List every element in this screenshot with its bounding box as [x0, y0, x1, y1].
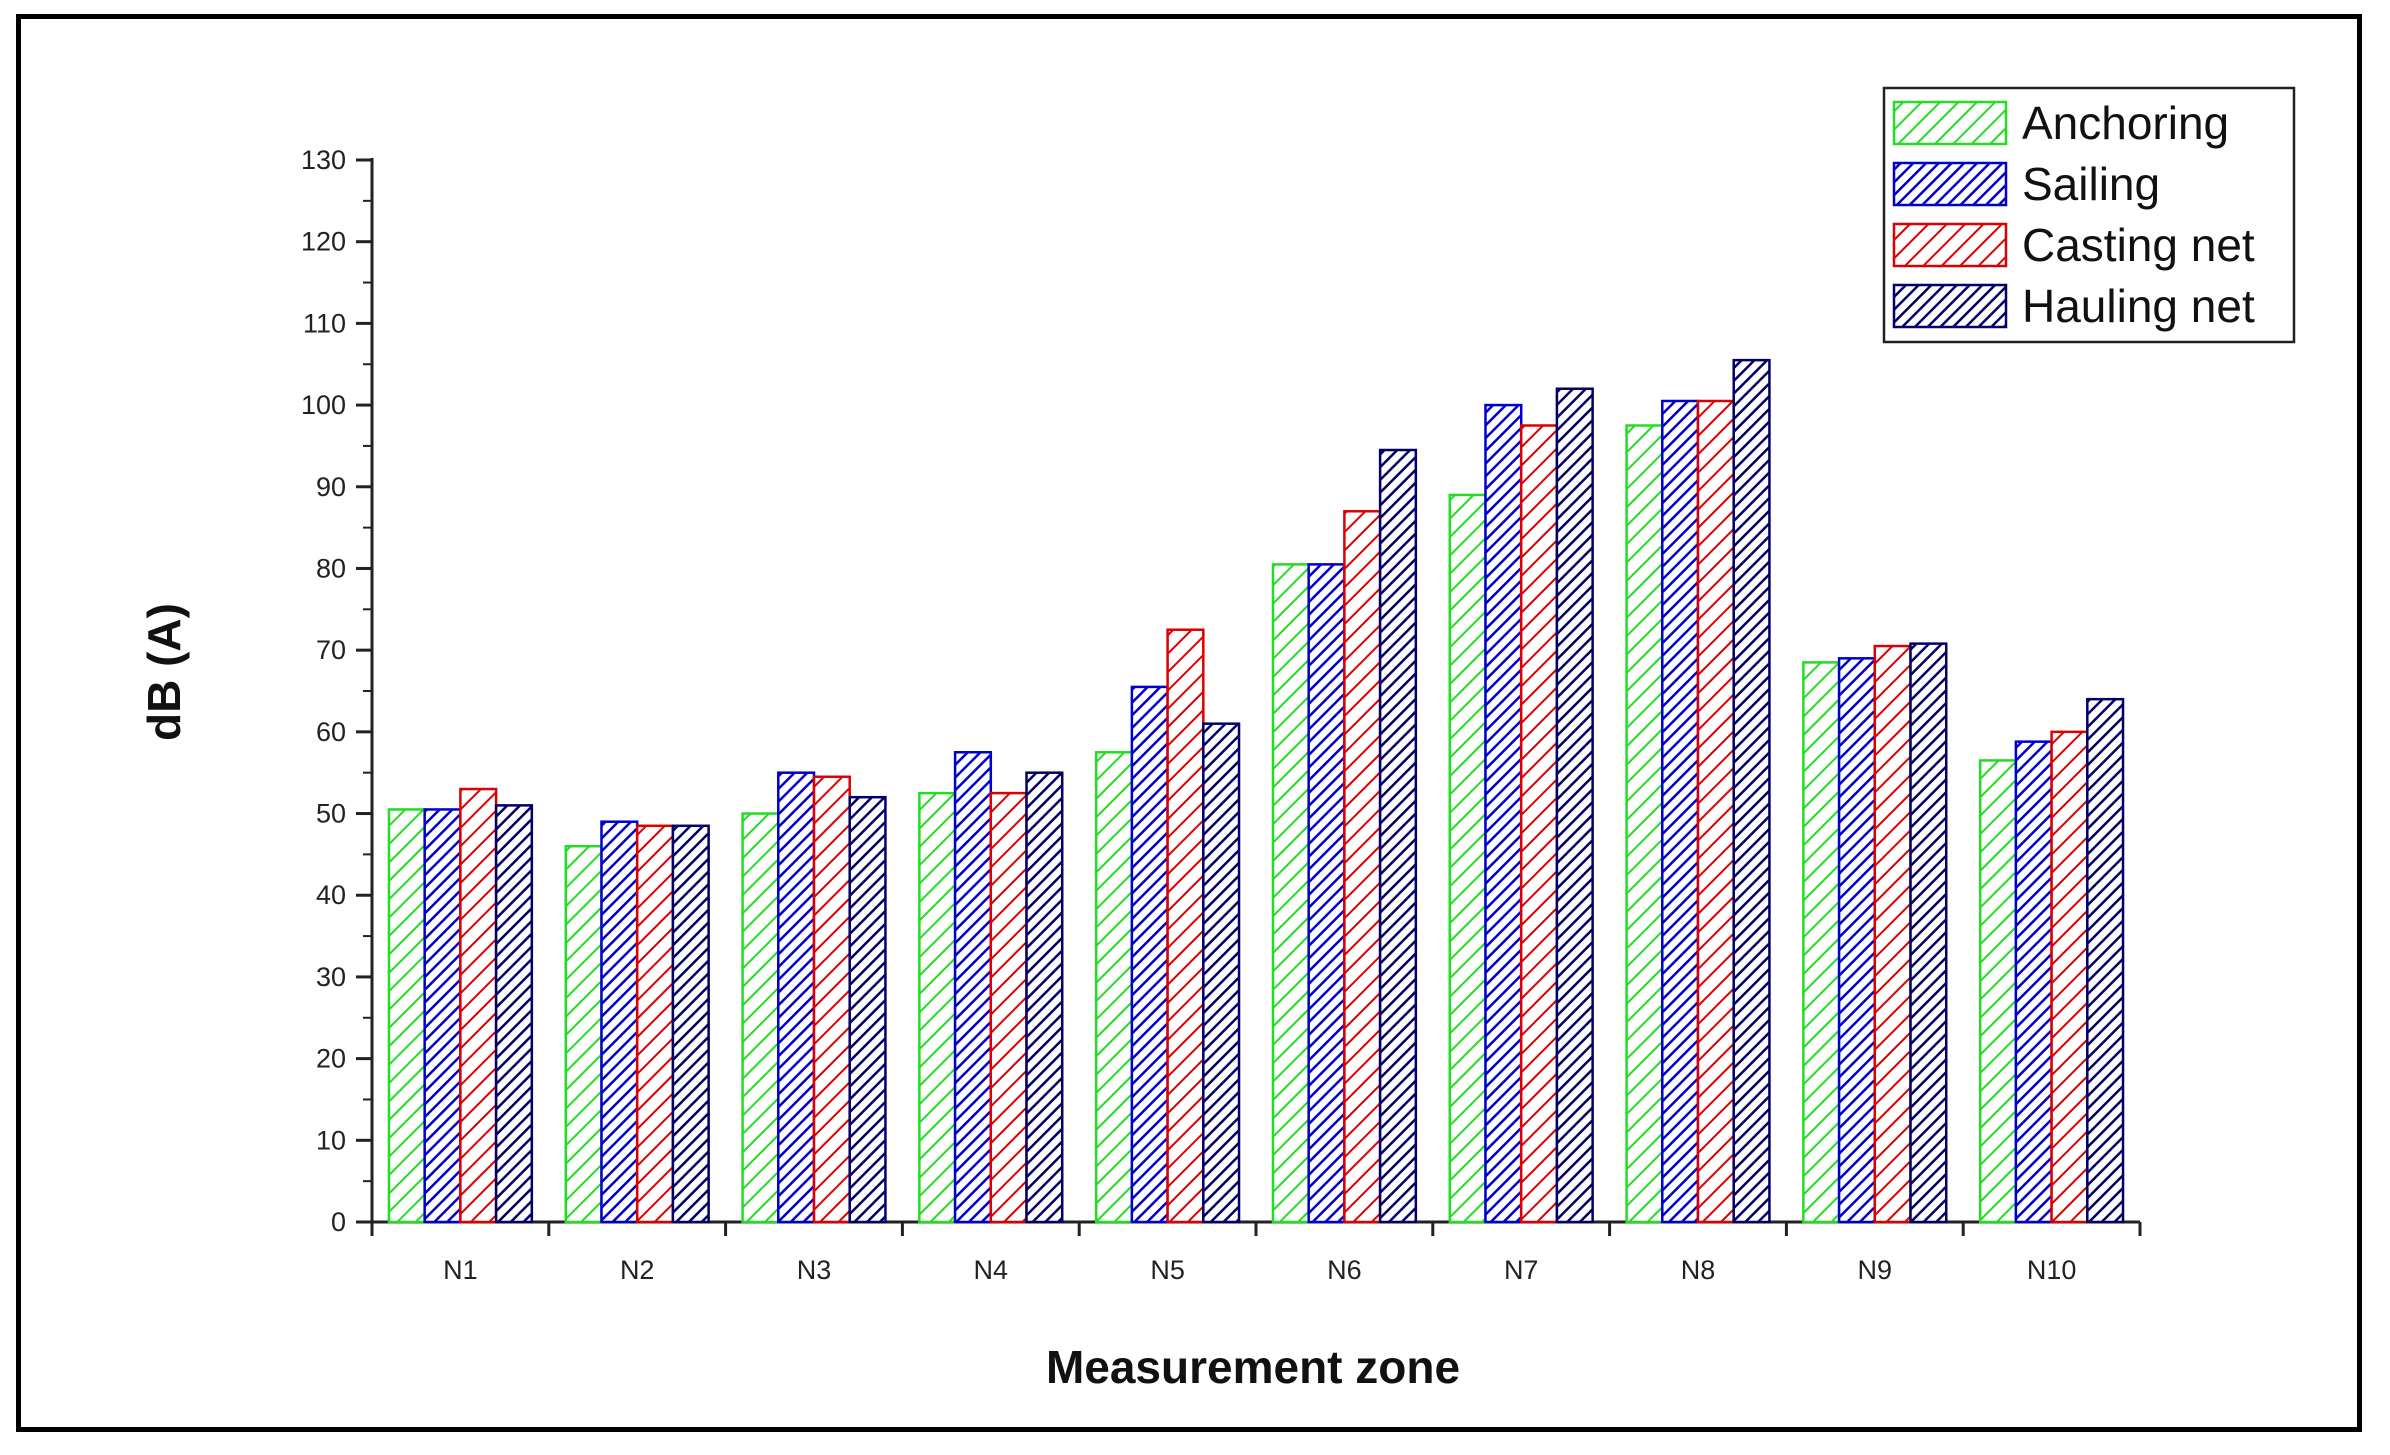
bar [1202, 722, 1241, 1224]
bar [1025, 771, 1064, 1224]
legend-swatch [1892, 100, 2008, 146]
x-tick-label: N10 [2027, 1255, 2077, 1285]
bar [1909, 642, 1948, 1224]
x-tick-label: N1 [443, 1255, 478, 1285]
bar [953, 751, 993, 1224]
legend-swatch [1892, 161, 2008, 207]
bar [2050, 730, 2089, 1224]
bar [1166, 628, 1205, 1224]
bar [1696, 399, 1735, 1224]
bar [387, 808, 426, 1224]
bar [1802, 661, 1841, 1224]
y-tick-label: 130 [301, 145, 346, 175]
legend-label: Anchoring [2022, 97, 2229, 149]
bar [564, 844, 603, 1224]
y-tick-label: 0 [331, 1207, 346, 1237]
x-tick-label: N9 [1858, 1255, 1893, 1285]
legend-label: Hauling net [2022, 280, 2255, 332]
bar [1094, 751, 1134, 1224]
y-tick-label: 30 [316, 962, 346, 992]
bar [1732, 358, 1771, 1224]
bar [600, 820, 639, 1224]
legend-swatch [1892, 222, 2008, 268]
bar [1130, 685, 1169, 1224]
bar [1484, 403, 1523, 1224]
bar [989, 791, 1028, 1224]
bar [777, 771, 816, 1224]
y-axis-title: dB (A) [138, 603, 190, 741]
bar [2086, 697, 2125, 1224]
bar [1978, 759, 2018, 1224]
legend-label: Casting net [2022, 219, 2255, 271]
bar [812, 775, 851, 1224]
x-axis: N1 N2 N3 N4 N5 N6 N7 N8 N9 N10 [370, 1220, 2142, 1285]
bar [635, 824, 675, 1224]
y-axis: 0 10 20 30 40 50 60 70 80 90 100 110 120 130 [301, 145, 374, 1237]
y-tick-label: 40 [316, 880, 346, 910]
y-tick-label: 80 [316, 553, 346, 583]
bar [1271, 563, 1310, 1224]
bar [1519, 424, 1559, 1224]
bar [1307, 563, 1346, 1224]
x-tick-label: N3 [797, 1255, 832, 1285]
bar [671, 824, 710, 1224]
y-tick-label: 100 [301, 390, 346, 420]
bar [848, 795, 887, 1224]
bar [1873, 644, 1912, 1224]
bar [918, 791, 957, 1224]
legend: Anchoring Sailing Casting net Hauling net [1882, 86, 2296, 344]
bar [459, 787, 498, 1224]
x-tick-label: N8 [1681, 1255, 1716, 1285]
bars [387, 358, 2125, 1224]
bar [1378, 448, 1418, 1224]
y-tick-label: 20 [316, 1044, 346, 1074]
bar [423, 808, 462, 1224]
x-tick-label: N5 [1150, 1255, 1185, 1285]
y-tick-label: 10 [316, 1125, 346, 1155]
y-tick-label: 70 [316, 635, 346, 665]
bar [1448, 493, 1487, 1224]
x-tick-label: N6 [1327, 1255, 1362, 1285]
bar [1343, 510, 1382, 1224]
legend-label: Sailing [2022, 158, 2160, 210]
bar [2014, 740, 2053, 1224]
y-tick-label: 50 [316, 799, 346, 829]
x-tick-label: N4 [974, 1255, 1009, 1285]
y-tick-label: 120 [301, 227, 346, 257]
bar [1837, 657, 1877, 1224]
bar [1661, 399, 1700, 1224]
bar [1625, 424, 1664, 1224]
y-tick-label: 110 [303, 308, 346, 338]
legend-swatch [1892, 283, 2008, 329]
bar [494, 804, 534, 1224]
x-axis-title: Measurement zone [1046, 1341, 1460, 1393]
y-tick-label: 90 [316, 472, 346, 502]
x-tick-label: N7 [1504, 1255, 1539, 1285]
bar [1555, 387, 1594, 1224]
bar [741, 812, 780, 1224]
x-tick-label: N2 [620, 1255, 655, 1285]
y-tick-label: 60 [316, 717, 346, 747]
